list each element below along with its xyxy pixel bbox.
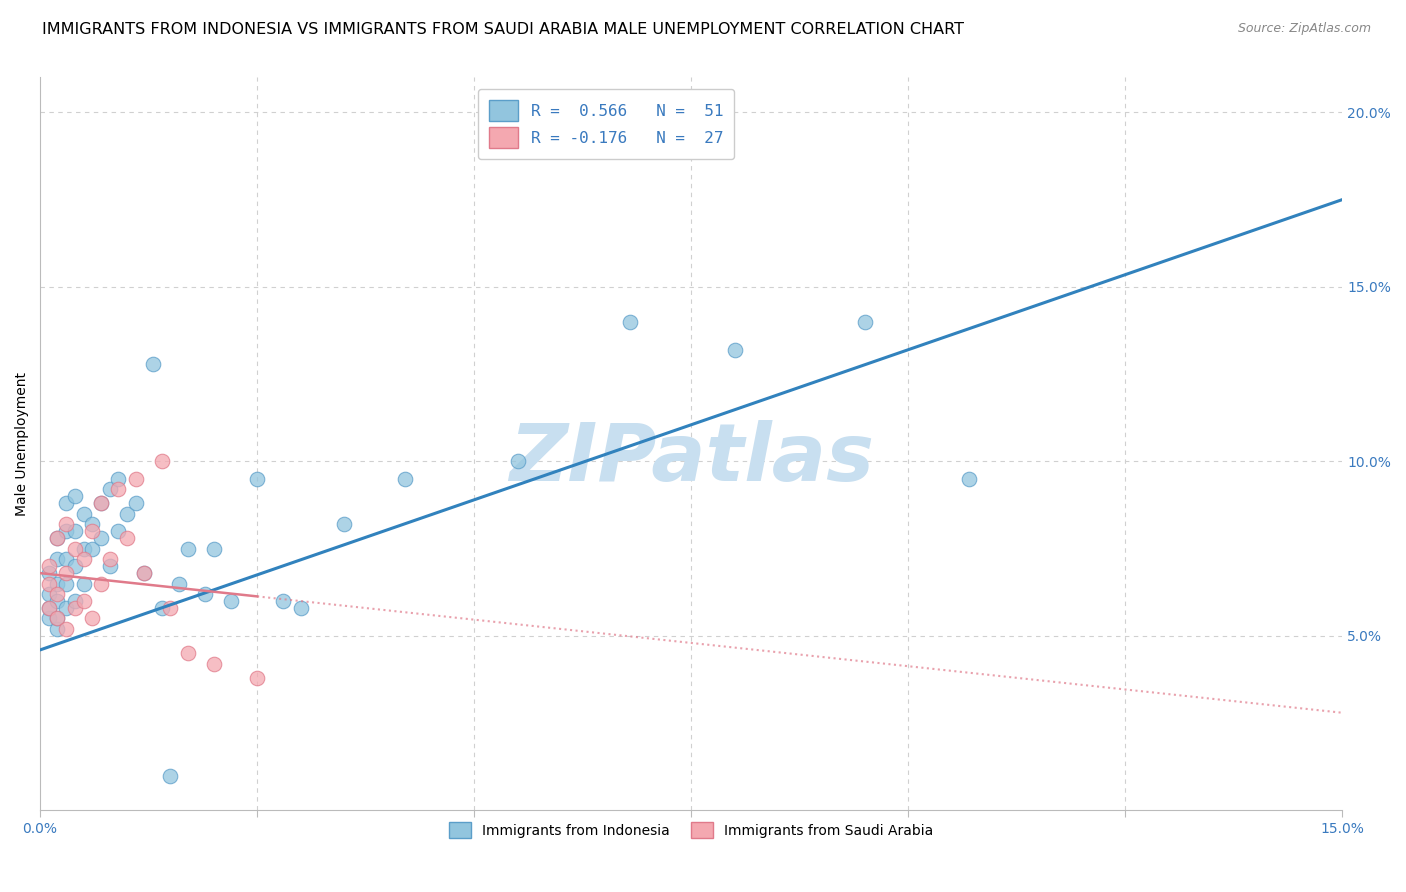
Point	[176, 647, 198, 661]
Text: IMMIGRANTS FROM INDONESIA VS IMMIGRANTS FROM SAUDI ARABIA MALE UNEMPLOYMENT CORR: IMMIGRANTS FROM INDONESIA VS IMMIGRANTS …	[42, 22, 965, 37]
Point	[63, 489, 86, 503]
Point	[38, 559, 60, 574]
Point	[150, 601, 173, 615]
Point	[90, 576, 112, 591]
Point	[506, 454, 529, 468]
Point	[55, 622, 77, 636]
Point	[82, 517, 104, 532]
Point	[55, 517, 77, 532]
Point	[333, 517, 356, 532]
Point	[38, 587, 60, 601]
Point	[957, 472, 980, 486]
Point	[159, 768, 181, 782]
Point	[63, 559, 86, 574]
Point	[90, 531, 112, 545]
Point	[115, 507, 138, 521]
Point	[115, 531, 138, 545]
Point	[55, 601, 77, 615]
Point	[38, 601, 60, 615]
Point	[202, 657, 225, 671]
Point	[107, 524, 129, 539]
Point	[46, 622, 69, 636]
Text: ZIPatlas: ZIPatlas	[509, 419, 873, 498]
Point	[72, 576, 94, 591]
Point	[723, 343, 745, 357]
Point	[290, 601, 312, 615]
Point	[134, 566, 156, 581]
Point	[394, 472, 416, 486]
Point	[55, 566, 77, 581]
Point	[82, 541, 104, 556]
Point	[90, 496, 112, 510]
Point	[246, 671, 269, 685]
Point	[159, 601, 181, 615]
Point	[98, 483, 121, 497]
Point	[124, 496, 146, 510]
Point	[46, 594, 69, 608]
Point	[98, 559, 121, 574]
Point	[72, 541, 94, 556]
Point	[46, 576, 69, 591]
Point	[134, 566, 156, 581]
Point	[82, 524, 104, 539]
Point	[202, 541, 225, 556]
Point	[55, 496, 77, 510]
Point	[38, 601, 60, 615]
Point	[63, 594, 86, 608]
Point	[72, 507, 94, 521]
Point	[82, 611, 104, 625]
Text: Source: ZipAtlas.com: Source: ZipAtlas.com	[1237, 22, 1371, 36]
Point	[63, 524, 86, 539]
Point	[38, 566, 60, 581]
Point	[98, 552, 121, 566]
Point	[46, 531, 69, 545]
Point	[38, 576, 60, 591]
Point	[90, 496, 112, 510]
Point	[46, 531, 69, 545]
Point	[124, 472, 146, 486]
Point	[271, 594, 294, 608]
Point	[107, 483, 129, 497]
Point	[150, 454, 173, 468]
Point	[55, 524, 77, 539]
Point	[46, 552, 69, 566]
Point	[46, 611, 69, 625]
Point	[246, 472, 269, 486]
Point	[176, 541, 198, 556]
Point	[46, 587, 69, 601]
Point	[219, 594, 242, 608]
Point	[194, 587, 217, 601]
Point	[63, 541, 86, 556]
Point	[107, 472, 129, 486]
Point	[619, 315, 641, 329]
Point	[853, 315, 876, 329]
Y-axis label: Male Unemployment: Male Unemployment	[15, 372, 30, 516]
Point	[72, 552, 94, 566]
Point	[38, 611, 60, 625]
Point	[46, 611, 69, 625]
Point	[63, 601, 86, 615]
Point	[167, 576, 190, 591]
Legend: Immigrants from Indonesia, Immigrants from Saudi Arabia: Immigrants from Indonesia, Immigrants fr…	[443, 817, 939, 844]
Point	[55, 552, 77, 566]
Point	[72, 594, 94, 608]
Point	[55, 576, 77, 591]
Point	[142, 357, 165, 371]
